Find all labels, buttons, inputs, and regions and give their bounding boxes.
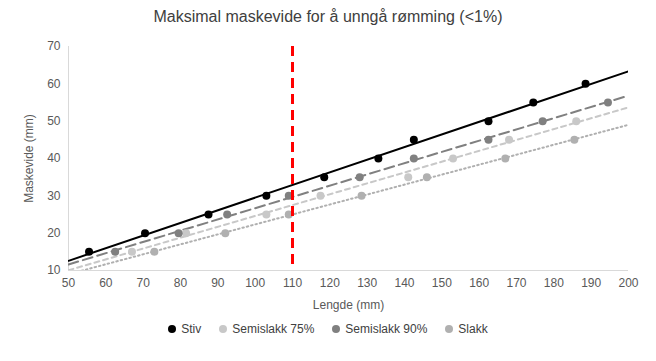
svg-text:10: 10 [47, 263, 61, 277]
svg-text:100: 100 [245, 276, 265, 290]
svg-text:110: 110 [283, 276, 302, 290]
svg-text:150: 150 [432, 276, 452, 290]
html-text:Stiv: Stiv [181, 322, 202, 336]
html-text:Maksimal maskevide for å unngå: Maksimal maskevide for å unngå rømming (… [153, 8, 503, 25]
svg-text:60: 60 [99, 276, 113, 290]
svg-text:Lengde (mm): Lengde (mm) [313, 298, 384, 312]
svg-text:170: 170 [506, 276, 526, 290]
svg-text:50: 50 [62, 276, 76, 290]
svg-text:20: 20 [47, 226, 61, 240]
svg-text:160: 160 [469, 276, 489, 290]
svg-text:70: 70 [136, 276, 150, 290]
svg-text:140: 140 [394, 276, 414, 290]
svg-text:40: 40 [47, 151, 61, 165]
svg-text:70: 70 [47, 39, 61, 53]
svg-text:190: 190 [581, 276, 601, 290]
svg-text:60: 60 [47, 77, 61, 91]
svg-text:Maskevide (mm): Maskevide (mm) [22, 114, 36, 203]
svg-text:80: 80 [174, 276, 188, 290]
svg-text:200: 200 [618, 276, 638, 290]
html-text:Slakk: Slakk [458, 322, 488, 336]
svg-text:30: 30 [47, 189, 61, 203]
svg-text:90: 90 [211, 276, 225, 290]
html-text:Semislakk 90%: Semislakk 90% [345, 322, 428, 336]
svg-text:130: 130 [357, 276, 377, 290]
html-text:Semislakk 75%: Semislakk 75% [232, 322, 315, 336]
svg-text:180: 180 [544, 276, 564, 290]
svg-text:120: 120 [320, 276, 340, 290]
svg-text:50: 50 [47, 114, 61, 128]
